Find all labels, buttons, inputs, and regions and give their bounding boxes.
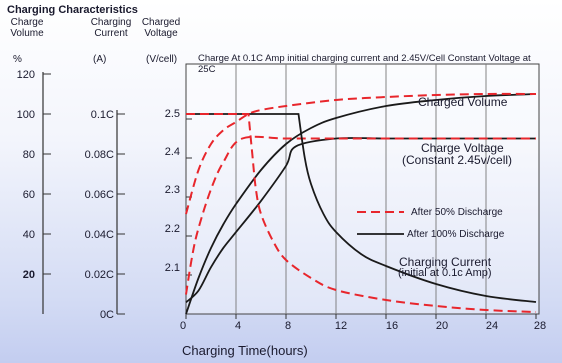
series-line [185, 93, 537, 315]
voltage-tick: 2.4 [164, 146, 180, 158]
volume-axis-header: Charge Volume [4, 17, 50, 39]
voltage-tick: 2.3 [164, 184, 180, 196]
series-charge-voltage-after100 [185, 137, 536, 303]
series-charge-voltage-after50 [185, 135, 536, 295]
x-tick: 24 [485, 320, 499, 332]
label-charge-voltage-detail: (Constant 2.45v/cell) [402, 153, 513, 167]
series-layer [185, 92, 537, 315]
x-tick: 28 [533, 320, 547, 332]
x-tick: 0 [179, 320, 187, 332]
series-line [185, 135, 536, 295]
current-unit: (A) [93, 54, 107, 65]
current-tick: 0.08C [84, 149, 114, 161]
series-charged-volume-after50 [185, 92, 537, 215]
volume-header-line2: Volume [10, 28, 44, 39]
volume-unit: % [13, 54, 22, 65]
label-charging-current: Charging Current [399, 255, 492, 269]
gridlines [235, 64, 487, 314]
series-charging-current-after100 [186, 113, 537, 303]
current-header-line1: Charging [90, 17, 132, 28]
label-charged-volume: Charged Volume [418, 95, 508, 109]
series-charging-current-after50 [186, 113, 537, 313]
series-line [185, 137, 536, 303]
current-tick: 0.06C [84, 189, 114, 201]
x-tick: 4 [234, 320, 242, 332]
series-line [185, 92, 537, 215]
voltage-axis-header: Charged Voltage [136, 17, 186, 39]
volume-tick: 60 [22, 189, 35, 201]
x-tick: 12 [334, 320, 348, 332]
x-tick: 8 [284, 320, 292, 332]
volume-tick: 120 [16, 69, 35, 81]
current-tick: 0.02C [84, 269, 114, 281]
volume-header-line1: Charge [10, 17, 44, 28]
voltage-header-line2: Voltage [144, 28, 178, 39]
volume-tick: 20 [22, 269, 35, 281]
chart-title: Charging Characteristics [7, 4, 138, 16]
current-axis-header: Charging Current [86, 17, 136, 39]
plot-frame [185, 63, 540, 315]
legend-label-after100: After 100% Discharge [407, 229, 505, 240]
volume-tick: 100 [16, 109, 35, 121]
series-line [186, 113, 537, 313]
voltage-header-line1: Charged [141, 17, 181, 28]
series-charged-volume-after100 [185, 93, 537, 315]
chart-note: Charge At 0.1C Amp initial charging curr… [198, 53, 531, 75]
current-tick: 0C [99, 309, 114, 321]
current-tick: 0.04C [84, 229, 114, 241]
voltage-tick: 2.1 [164, 262, 180, 274]
x-axis-title: Charging Time(hours) [182, 343, 308, 358]
current-header-line2: Current [94, 28, 128, 39]
legend-label-after50: After 50% Discharge [411, 207, 503, 218]
x-tick: 20 [435, 320, 449, 332]
series-line [186, 113, 537, 303]
x-tick: 16 [385, 320, 399, 332]
volume-tick: 80 [22, 149, 35, 161]
voltage-unit: (V/cell) [146, 54, 178, 65]
label-charge-voltage: Charge Voltage [421, 141, 504, 155]
label-charging-current-detail: (initial at 0.1c Amp) [398, 267, 492, 279]
current-tick: 0.1C [90, 109, 114, 121]
volume-tick: 40 [22, 229, 35, 241]
voltage-tick: 2.2 [164, 223, 180, 235]
voltage-tick: 2.5 [164, 108, 180, 120]
